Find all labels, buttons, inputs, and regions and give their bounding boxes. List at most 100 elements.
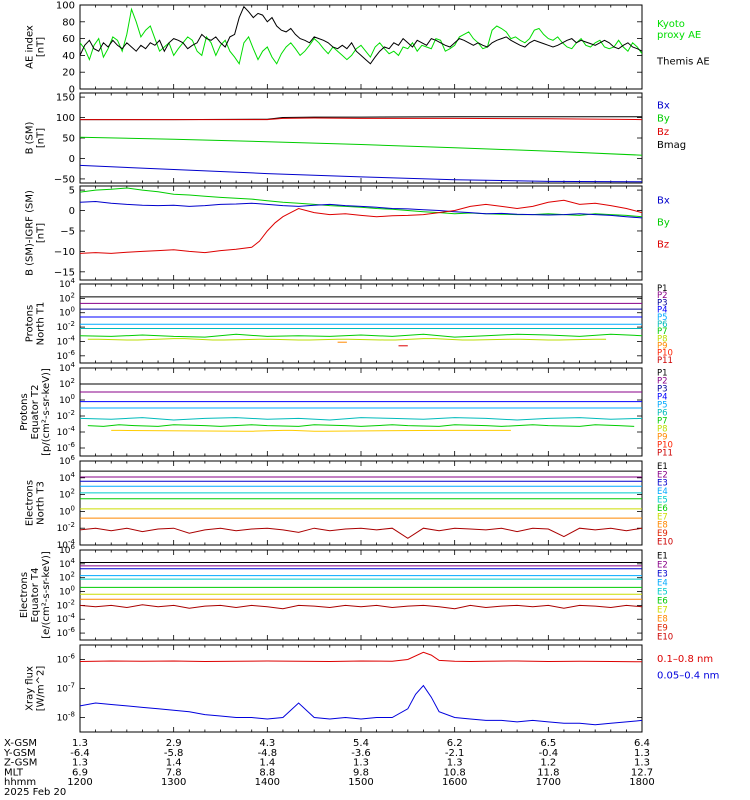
panel-xray: 10-8 10-7 10-6 Xray flux [W/m^2] 0.1–0.8 nm 0.… [25, 644, 719, 733]
ephemeris-value: 1.4 [259, 758, 275, 769]
legend-label: P5 [657, 313, 668, 323]
legend-label: P10 [657, 349, 673, 359]
y-axis-label: Equator T4 [30, 568, 41, 623]
y-axis-label: [W/m^2] [36, 666, 47, 712]
y-axis-label: Protons [19, 393, 30, 430]
legend-label: Bx [657, 196, 670, 207]
y-tick-label: −5 [60, 226, 75, 237]
legend-label: E6 [657, 504, 668, 514]
y-tick-label: 10-4 [57, 334, 76, 347]
legend-label: Bx [657, 100, 670, 111]
legend-label: P2 [657, 291, 668, 301]
y-axis-label: [nT] [36, 37, 47, 57]
y-tick-label: 40 [62, 51, 75, 62]
legend-label: E9 [657, 623, 668, 633]
legend-label: P4 [657, 393, 668, 403]
ephemeris-value: -3.6 [351, 748, 371, 759]
series-line [80, 164, 642, 183]
legend-label: E6 [657, 596, 668, 606]
ephemeris-value: 1.3 [634, 758, 650, 769]
legend-label: E4 [657, 578, 668, 588]
ephemeris-value: 7.8 [166, 767, 182, 778]
legend-label: E5 [657, 495, 668, 505]
series-line [80, 684, 642, 726]
series-line [80, 651, 642, 663]
y-tick-label: 104 [59, 277, 75, 290]
legend-label: P1 [657, 284, 668, 294]
y-axis-label: Electrons [19, 572, 30, 618]
ephemeris-value: 1.3 [634, 748, 650, 759]
legend-label: Kyoto [657, 19, 685, 30]
ephemeris-value: 11.8 [537, 767, 559, 778]
ephemeris-value: 6.5 [540, 738, 556, 749]
y-tick-label: 0 [69, 206, 75, 217]
ephemeris-value: -5.8 [164, 748, 184, 759]
ephemeris-value: -4.8 [258, 748, 278, 759]
legend-label: 0.05–0.4 nm [657, 671, 719, 682]
y-tick-label: 60 [62, 34, 75, 45]
y-tick-label: 80 [62, 17, 75, 28]
y-tick-label: 10-2 [57, 409, 75, 422]
legend-label: P5 [657, 401, 668, 411]
legend-label: P8 [657, 425, 668, 435]
legend-label: Bz [657, 240, 669, 251]
y-axis-label: Protons [25, 305, 36, 342]
legend-label: P1 [657, 369, 668, 379]
y-tick-label: 10-2 [57, 320, 75, 333]
ephemeris-value: 10.8 [444, 767, 466, 778]
legend-label: E5 [657, 587, 668, 597]
ephemeris-value: 1600 [442, 777, 467, 788]
legend-label: Bz [657, 127, 669, 138]
legend-label: P3 [657, 298, 668, 308]
y-tick-label: 50 [62, 134, 75, 145]
series-line [87, 424, 635, 427]
y-tick-label: 10-6 [57, 653, 76, 666]
ephemeris-value: 8.8 [259, 767, 275, 778]
series-line [80, 117, 642, 121]
legend-label: P9 [657, 433, 668, 443]
ephemeris-value: 1700 [536, 777, 561, 788]
y-axis-label: Xray flux [25, 666, 36, 711]
y-tick-label: 10-6 [57, 441, 76, 454]
y-tick-label: 100 [59, 393, 75, 406]
y-axis-label: B (SM)-IGRF (SM) [25, 190, 36, 276]
legend-label: P11 [657, 449, 673, 459]
ephemeris-row-label: MLT [4, 767, 24, 778]
ephemeris-value: 1300 [161, 777, 186, 788]
y-tick-label: 20 [62, 68, 75, 79]
legend-label: P3 [657, 385, 668, 395]
y-tick-label: 10-2 [57, 598, 75, 611]
series-line [80, 7, 642, 66]
legend-label: P4 [657, 306, 668, 316]
y-axis-label: [p/(cm²-s-sr-keV)] [41, 368, 52, 456]
ephemeris-value: 1.3 [72, 758, 88, 769]
legend-label: P7 [657, 327, 668, 337]
y-tick-label: 10-2 [57, 521, 75, 534]
y-axis-label: [e/(cm²-s-sr-keV)] [41, 551, 52, 639]
y-tick-label: 5 [69, 186, 75, 197]
series-line [80, 604, 642, 610]
y-axis-label: Equator T2 [30, 385, 41, 440]
ephemeris-value: 6.2 [447, 738, 463, 749]
y-tick-label: 102 [59, 488, 75, 501]
legend-label: P8 [657, 334, 668, 344]
y-tick-label: 0 [69, 154, 75, 165]
ephemeris-value: -6.4 [70, 748, 90, 759]
legend-label: E4 [657, 487, 668, 497]
legend-label: Bmag [657, 140, 686, 151]
y-tick-label: −50 [54, 174, 75, 185]
ephemeris-value: 1400 [255, 777, 280, 788]
ephemeris-value: 1.4 [166, 758, 182, 769]
legend-label: E3 [657, 479, 668, 489]
series-line [80, 5, 642, 65]
legend-label: P2 [657, 377, 668, 387]
legend-label: E10 [657, 537, 673, 547]
ephemeris-value: 2.9 [166, 738, 182, 749]
y-tick-label: 102 [59, 291, 75, 304]
legend-label: By [657, 114, 670, 125]
panel-frame [79, 185, 643, 281]
